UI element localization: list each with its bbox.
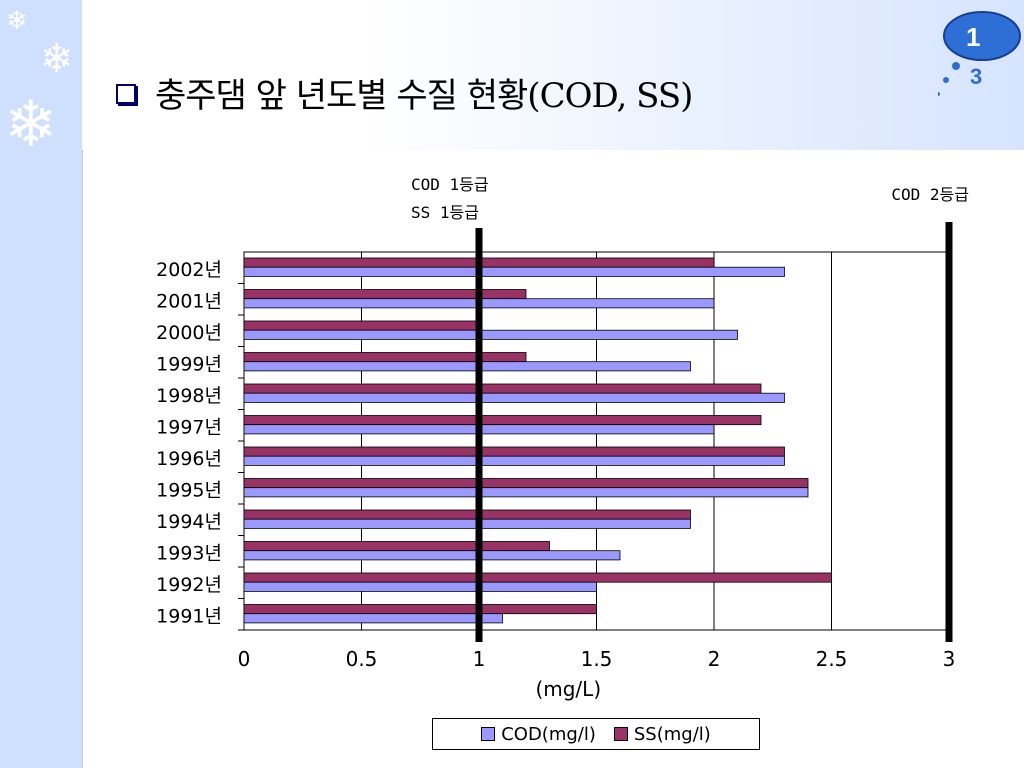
reference-line-label: COD 2등급: [891, 185, 969, 204]
bar-ss: [243, 478, 809, 489]
y-tick-label: 1994년: [156, 511, 222, 533]
legend-item-ss: SS(mg/l): [613, 723, 711, 745]
bar-chart: 0 0.5 1 1.5 2 2.5 3 (mg/L) 2002년 2001년 2000년 1999년 1…: [156, 175, 969, 701]
legend-label-cod: COD(mg/l): [501, 723, 596, 745]
bar-cod: [243, 487, 809, 498]
x-axis-title: (mg/L): [535, 677, 601, 701]
bar-cod: [243, 266, 785, 277]
chart-legend: COD(mg/l) SS(mg/l): [432, 718, 760, 750]
bar-cod: [243, 392, 785, 403]
cloud-badge-icon: [938, 11, 1021, 96]
page-number: 1: [966, 22, 981, 52]
sidebar-decoration: ❄ ❄ ❄: [0, 0, 83, 768]
reference-line-label: COD 1등급: [411, 175, 489, 194]
bar-cod: [243, 329, 738, 340]
header-background: [82, 0, 1024, 150]
y-tick-label: 1999년: [156, 353, 222, 375]
bar-cod: [243, 550, 621, 561]
x-tick-label: 2: [708, 647, 721, 671]
bar-ss: [243, 415, 762, 426]
y-tick-label: 1995년: [156, 479, 222, 501]
bar-ss: [243, 572, 832, 583]
bar-cod: [243, 613, 503, 624]
y-tick-label: 2000년: [156, 322, 222, 344]
legend-swatch-ss: [613, 727, 628, 741]
bar-ss: [243, 383, 762, 394]
x-tick-label: 1: [473, 647, 486, 671]
bar-cod: [243, 581, 597, 592]
snowflake-icon: ❄: [40, 36, 74, 82]
y-tick-label: 1997년: [156, 416, 222, 438]
x-tick-label: 3: [943, 647, 956, 671]
bar-cod: [243, 455, 785, 466]
checkbox-bullet-icon: [116, 84, 136, 104]
bar-ss: [243, 320, 480, 331]
legend-label-ss: SS(mg/l): [633, 723, 711, 745]
page-number-continued: 3: [970, 64, 983, 89]
y-tick-label: 1991년: [156, 605, 222, 627]
snowflake-icon: ❄: [6, 6, 28, 36]
y-tick-label: 2001년: [156, 290, 222, 312]
y-tick-label: 1992년: [156, 574, 222, 596]
y-tick-label: 1998년: [156, 385, 222, 407]
y-tick-label: 1996년: [156, 448, 222, 470]
bar-ss: [243, 352, 527, 363]
slide-title: 충주댐 앞 년도별 수질 현황(COD, SS): [155, 76, 693, 116]
x-tick-label: 0.5: [346, 647, 378, 671]
bar-ss: [243, 604, 597, 615]
bar-cod: [243, 518, 691, 529]
bar-ss: [243, 289, 527, 300]
bar-ss: [243, 446, 785, 457]
x-tick-label: 1.5: [581, 647, 613, 671]
bar-ss: [243, 509, 691, 520]
legend-swatch-cod: [481, 727, 496, 741]
bar-ss: [243, 541, 550, 552]
legend-item-cod: COD(mg/l): [481, 724, 596, 745]
x-tick-label: 0: [238, 647, 251, 671]
reference-line-label: SS 1등급: [411, 203, 479, 222]
x-tick-label: 2.5: [816, 647, 848, 671]
y-tick-label: 2002년: [156, 259, 222, 281]
y-tick-label: 1993년: [156, 542, 222, 564]
bar-cod: [243, 361, 691, 372]
snowflake-icon: ❄: [4, 88, 58, 162]
